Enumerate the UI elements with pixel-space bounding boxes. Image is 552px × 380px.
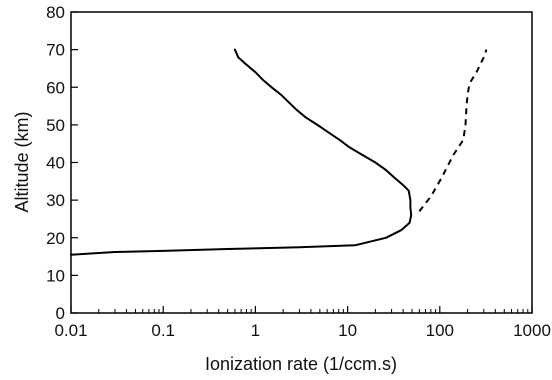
series-layer bbox=[70, 48, 488, 256]
x-tick-label: 10 bbox=[338, 321, 357, 340]
x-tick-label: 0.01 bbox=[54, 321, 87, 340]
x-tick-label: 100 bbox=[426, 321, 454, 340]
x-axis-title: Ionization rate (1/ccm.s) bbox=[205, 354, 397, 374]
y-axis-ticks bbox=[71, 11, 78, 314]
y-tick-label: 20 bbox=[46, 229, 65, 248]
y-tick-label: 60 bbox=[46, 78, 65, 97]
x-axis-tick-labels: 0.01 0.1 1 10 100 1000 bbox=[54, 321, 550, 340]
y-tick-label: 0 bbox=[56, 304, 65, 323]
x-tick-label: 1000 bbox=[513, 321, 551, 340]
y-tick-label: 40 bbox=[46, 154, 65, 173]
y-axis-title: Altitude (km) bbox=[12, 111, 32, 212]
y-tick-label: 30 bbox=[46, 191, 65, 210]
y-tick-label: 50 bbox=[46, 116, 65, 135]
x-axis-ticks bbox=[70, 306, 533, 313]
y-tick-label: 10 bbox=[46, 266, 65, 285]
x-tick-label: 1 bbox=[251, 321, 260, 340]
solid-series-line bbox=[70, 48, 413, 256]
y-tick-label: 80 bbox=[46, 3, 65, 22]
y-axis-tick-labels: 0 10 20 30 40 50 60 70 80 bbox=[46, 3, 65, 323]
dashed-series-line bbox=[418, 49, 488, 213]
plot-frame bbox=[70, 11, 533, 314]
y-tick-label: 70 bbox=[46, 41, 65, 60]
x-tick-label: 0.1 bbox=[151, 321, 175, 340]
